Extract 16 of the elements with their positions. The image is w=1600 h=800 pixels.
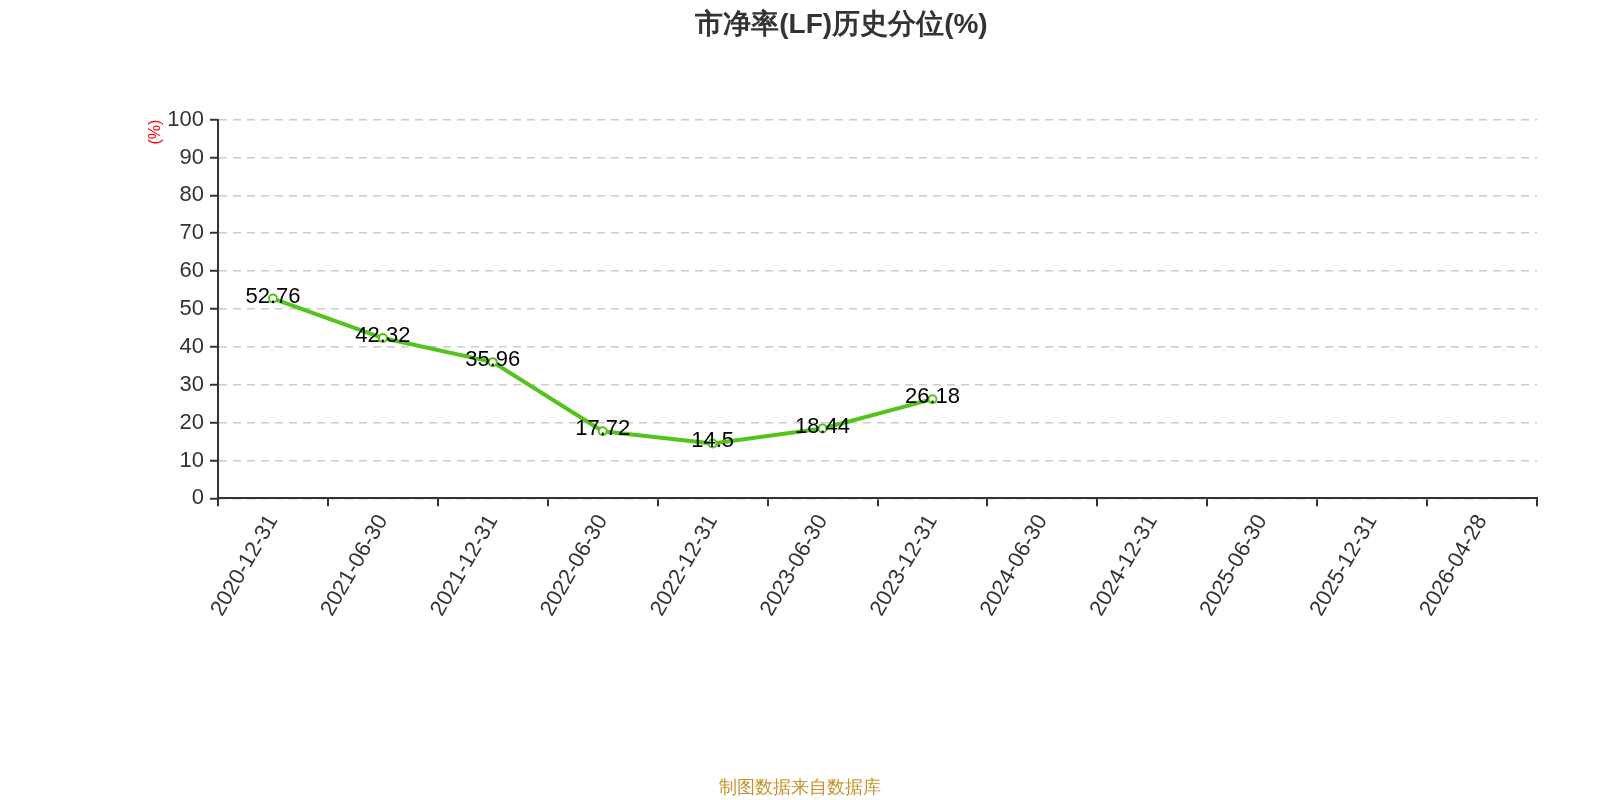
y-axis-title: (%) xyxy=(146,119,164,145)
chart-title: 市净率(LF)历史分位(%) xyxy=(694,7,988,39)
data-label: 52.76 xyxy=(245,282,301,308)
y-tick-label: 90 xyxy=(179,143,204,169)
y-tick-label: 0 xyxy=(191,484,204,510)
text: 制图数据来自数据库 xyxy=(719,776,881,797)
y-tick-label: 10 xyxy=(179,446,204,472)
y-tick-label: 20 xyxy=(179,408,204,434)
y-tick-label: 70 xyxy=(179,219,204,245)
y-tick-label: 40 xyxy=(179,332,204,358)
y-tick-label: 50 xyxy=(179,295,204,321)
y-tick-label: 60 xyxy=(179,257,204,283)
y-tick-label: 30 xyxy=(179,370,204,396)
y-tick-label: 100 xyxy=(167,105,204,131)
y-tick-label: 80 xyxy=(179,181,204,207)
data-label: 26.18 xyxy=(904,383,960,409)
